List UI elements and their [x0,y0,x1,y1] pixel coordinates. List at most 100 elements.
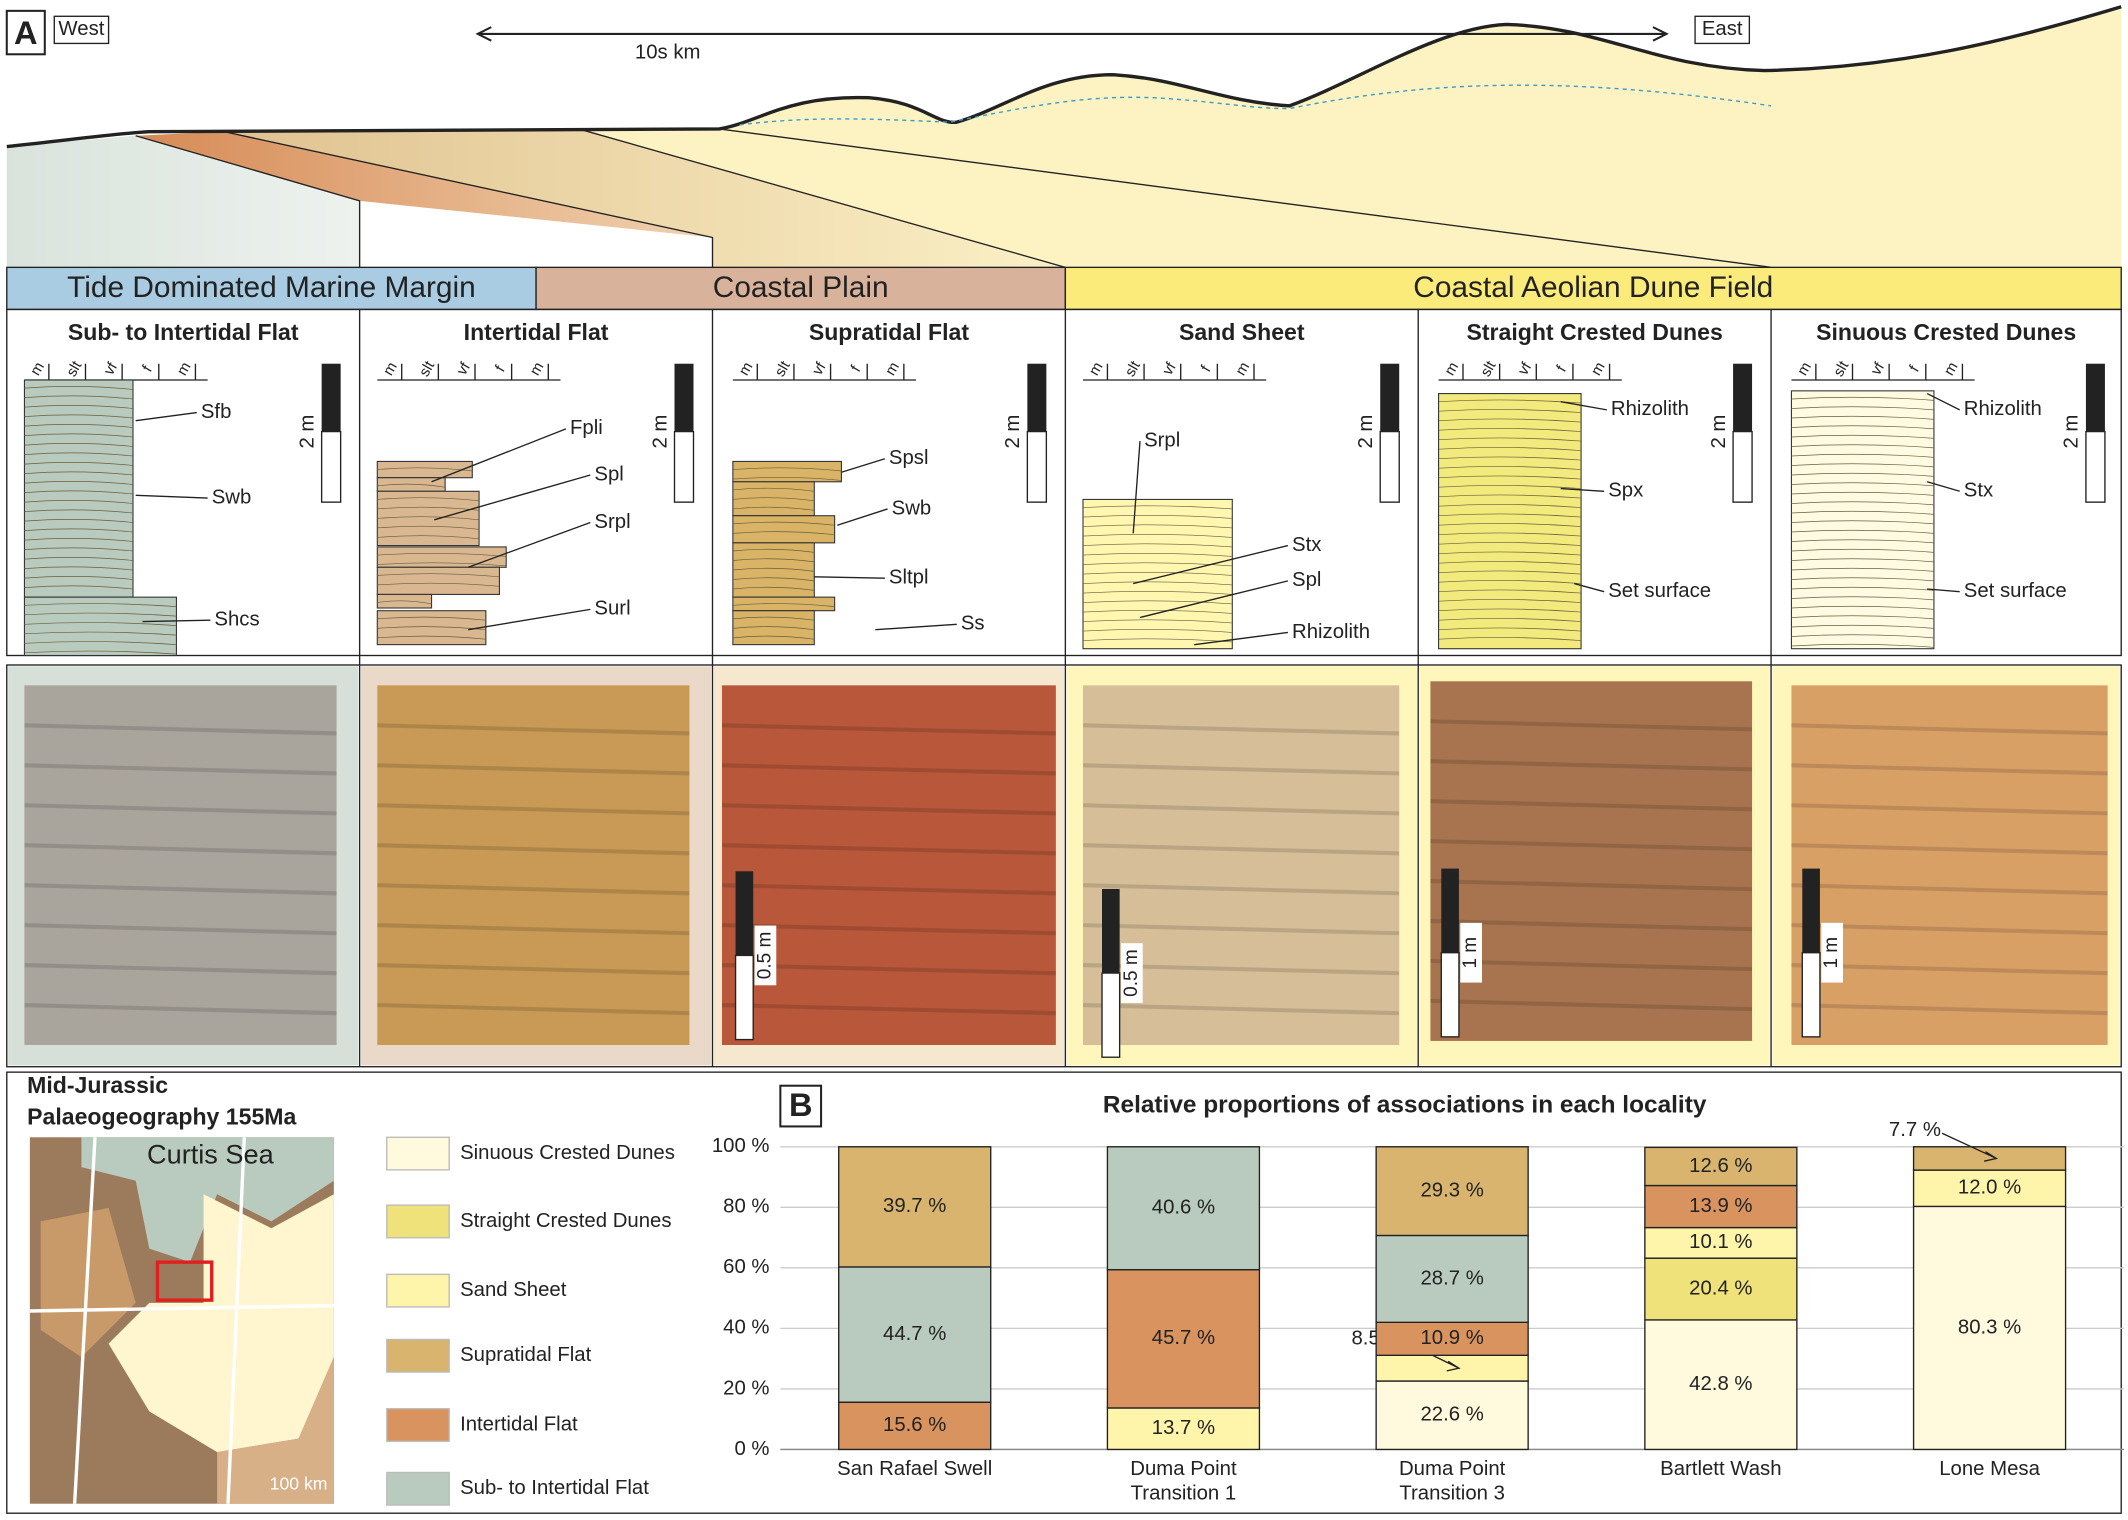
grain-label: m [1941,359,1962,378]
annotation-arrow [467,521,591,568]
lamination [24,566,134,571]
lamination [1791,491,1934,496]
value-label: 40.6 % [1152,1197,1215,1219]
x-label-box: Bartlett Wash [1660,1458,1781,1481]
lamination [377,635,486,640]
photo [377,685,690,1045]
photo-texture [1430,958,1753,972]
lamination [1082,562,1233,567]
lamination [1791,624,1934,629]
photo-scale-box [1460,922,1482,983]
bar-segment [1912,1205,2067,1451]
annotation-arrow [135,494,208,499]
coastal-wedge [135,131,713,238]
x-tick-label: San Rafael Swell [837,1457,993,1481]
grain-label: m [174,359,195,378]
env-header [535,266,1067,311]
photo-texture [24,843,337,856]
lamination [1791,463,1934,468]
west-label: West [58,18,104,40]
log-bed [1790,390,1935,650]
scale-bar [673,430,695,503]
value-label: 28.7 % [1420,1267,1483,1289]
photo-texture [1082,1003,1400,1016]
lamination [1082,609,1233,614]
annotation-arrow [1133,544,1289,585]
photo-scale-label: 1 m [1821,937,1842,969]
x-tick-label: Duma Point Transition 3 [1398,1457,1506,1506]
annotation: Srpl [1144,429,1180,451]
grain-label: slt [1122,357,1145,379]
x-label-box: Lone Mesa [1939,1458,2040,1481]
photo-texture [377,1003,690,1016]
annotation-arrow [814,576,885,579]
bar-segment [1644,1226,1798,1259]
annotation: Fpli [570,417,603,439]
lamination [24,443,134,447]
distance-arrow [475,26,1669,42]
bar-segment [1375,1234,1529,1323]
lamination [377,562,507,567]
lamination [1791,567,1934,572]
lamination [24,433,134,438]
photo-texture [1791,923,2108,936]
value-label: 13.7 % [1152,1417,1215,1439]
value-label: 42.8 % [1689,1373,1752,1395]
photo-scale-box [754,925,777,986]
grain-label: m [526,359,547,378]
lamination [24,547,134,552]
annotation-arrow [837,508,888,526]
lamination [24,490,134,495]
chart: 0 % 20 % 40 % 60 % 80 % 100 % 15.6 % 44.7 % 39.7… [386,1119,2124,1506]
lamination [1791,558,1934,563]
value-label: 13.9 % [1689,1195,1752,1217]
annotation: Rhizolith [1611,398,1689,420]
lamination [1082,638,1233,643]
sea-label: Curtis Sea [147,1138,275,1169]
annotation: Swb [892,497,932,519]
photo-texture [1430,719,1753,732]
grain-label: vf [1868,359,1889,378]
lamination [1438,456,1582,461]
lamination [732,476,842,481]
photo-scale-bar [735,871,754,956]
lamination [24,641,177,645]
y-tick-label: 100 % [712,1135,770,1157]
lamination [24,603,177,607]
log-bed [376,610,487,646]
lamination [1438,627,1582,632]
log-bed [732,515,836,544]
grain-label: m [27,359,48,378]
bar-segment [1375,1321,1529,1356]
lamination [1082,619,1233,624]
lamination [24,405,134,409]
grain-label: vf [1159,359,1180,378]
east-label: East [1702,18,1743,40]
legend-label: Sand Sheet [460,1279,567,1301]
annotation-arrow [1194,631,1289,646]
annotation: Ss [961,613,985,635]
annotation: Swb [212,486,252,508]
lamination [1082,600,1233,605]
lamination [732,548,815,553]
lamination [1791,634,1934,639]
study-area [155,1260,214,1302]
log-bed [23,379,134,598]
annotation-arrow [1574,582,1605,593]
lamination [1438,504,1582,508]
annotation-arrow [1927,588,1960,593]
distance-label: 10s km [635,41,701,63]
photo-texture [1430,759,1753,772]
annotation: Spl [594,463,623,485]
lamination [377,535,480,540]
map-land [217,1357,334,1504]
lamination [732,487,815,492]
grain-label: f [492,362,509,375]
photo-texture [1082,723,1400,736]
bar-segment [1106,1268,1261,1409]
map-title: Palaeogeography 155Ma [27,1103,296,1129]
annotation-arrow [434,474,591,521]
lamination [24,481,134,485]
value-label: 10.1 % [1689,1231,1752,1253]
lamination [1791,605,1934,610]
